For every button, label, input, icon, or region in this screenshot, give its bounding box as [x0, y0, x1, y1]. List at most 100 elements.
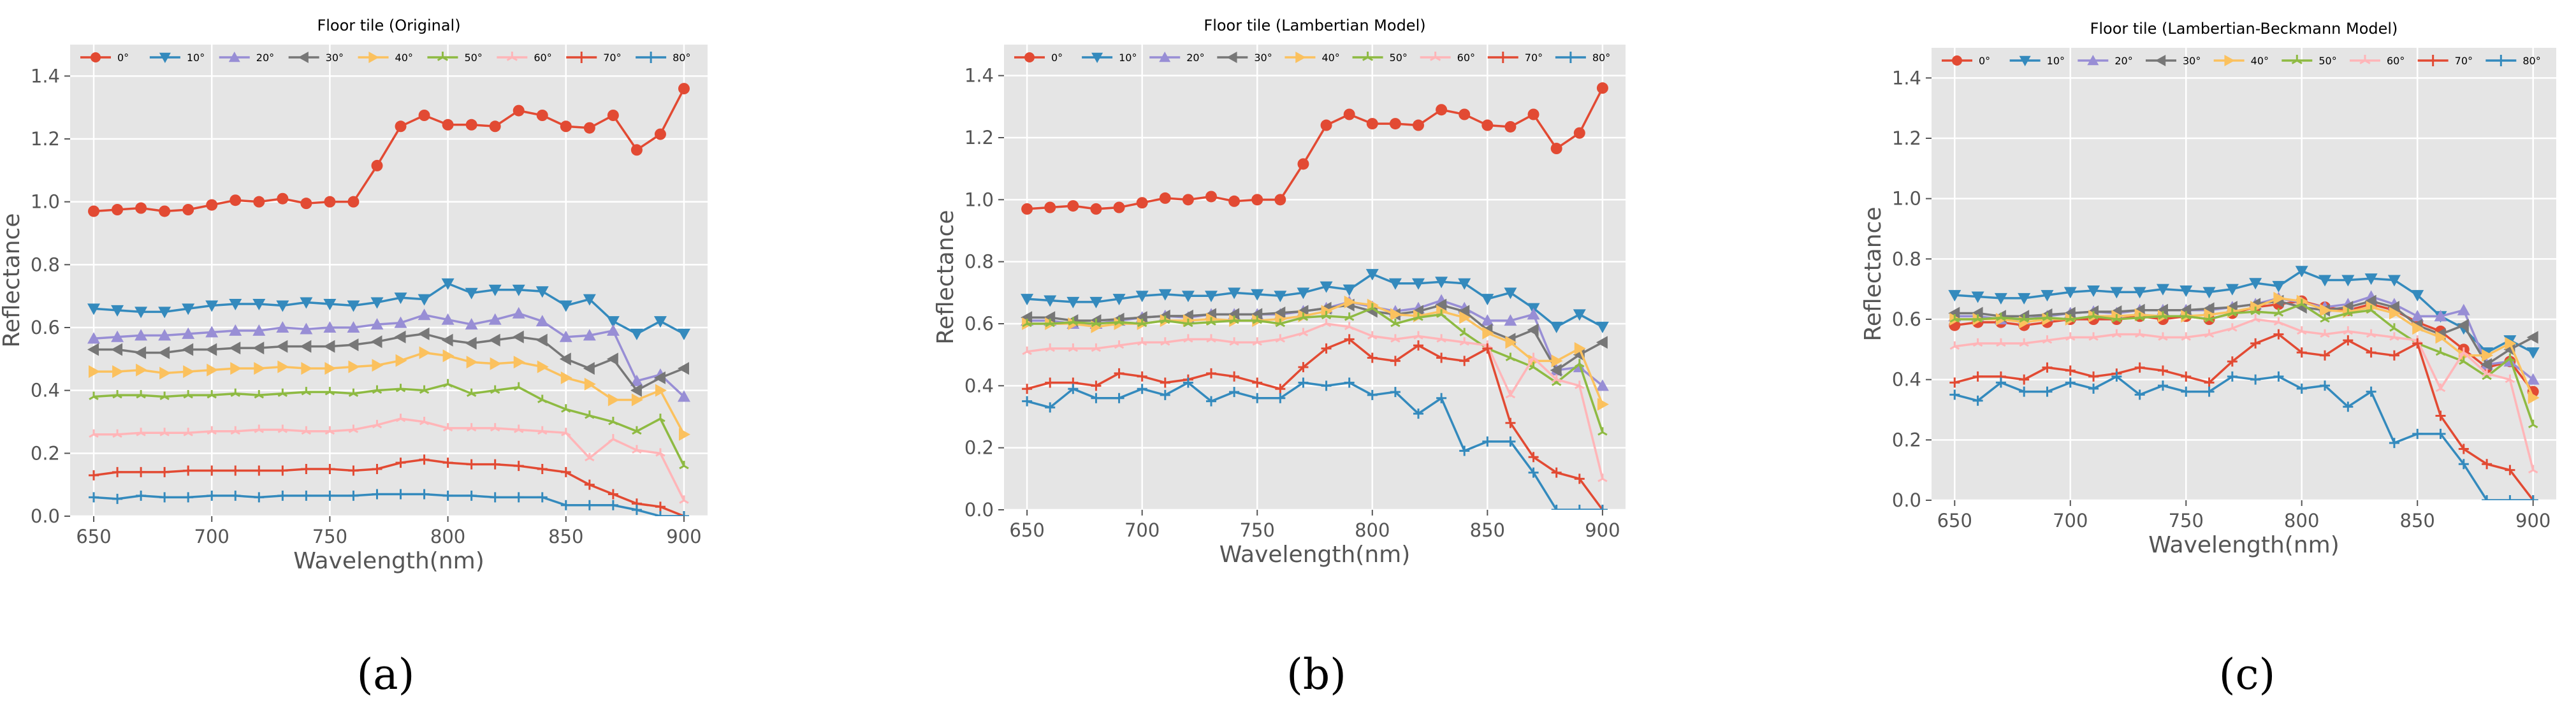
data-point: [2458, 444, 2469, 454]
data-point: [230, 426, 240, 435]
data-point: [2273, 317, 2284, 326]
data-point: [465, 287, 478, 300]
data-point: [2320, 314, 2330, 323]
data-point: [490, 492, 500, 503]
data-point: [89, 391, 99, 400]
data-point: [2019, 338, 2029, 347]
data-point: [1344, 321, 1355, 331]
data-point: [1022, 319, 1032, 328]
data-point: [584, 479, 595, 490]
data-point: [1390, 356, 1401, 366]
data-point: [1365, 305, 1378, 318]
data-point: [488, 313, 502, 325]
data-point: [277, 465, 288, 476]
data-point: [1972, 314, 1983, 323]
data-point: [419, 454, 430, 465]
data-point: [207, 426, 217, 435]
data-point: [229, 324, 242, 336]
data-point: [655, 448, 666, 457]
data-point: [585, 452, 595, 462]
legend-label: 20°: [2114, 55, 2132, 67]
data-point: [1528, 354, 1540, 368]
data-point: [1045, 377, 1056, 388]
data-point: [1367, 352, 1378, 363]
data-point: [2505, 495, 2515, 500]
legend-label: 0°: [1979, 55, 1990, 67]
data-point: [89, 365, 101, 379]
legend-label: 20°: [1186, 52, 1204, 64]
legend-label: 80°: [673, 52, 690, 64]
data-point: [1972, 395, 1983, 406]
data-point: [1390, 308, 1402, 321]
data-point: [606, 316, 620, 328]
legend-marker: [2495, 55, 2507, 66]
data-point: [1505, 417, 1516, 428]
data-point: [466, 490, 477, 501]
data-point: [1252, 315, 1262, 324]
data-point: [1114, 340, 1124, 349]
data-point: [2273, 329, 2284, 340]
data-point: [277, 490, 288, 501]
data-point: [2042, 313, 2054, 326]
x-tick-label: 700: [194, 526, 229, 547]
data-point: [111, 343, 123, 356]
data-point: [2366, 347, 2376, 358]
y-tick-label: 0.0: [964, 499, 994, 521]
data-point: [1504, 287, 1517, 300]
data-point: [1596, 321, 1609, 333]
data-point: [1275, 384, 1286, 394]
data-point: [1527, 108, 1539, 120]
data-point: [1045, 319, 1055, 328]
data-point: [2111, 314, 2122, 323]
data-point: [559, 330, 572, 342]
data-point: [608, 417, 618, 426]
legend-marker: [2155, 55, 2166, 66]
data-point: [1160, 315, 1170, 324]
data-point: [2320, 303, 2332, 317]
data-point: [441, 313, 455, 325]
data-point: [2389, 307, 2401, 320]
data-point: [1158, 289, 1172, 301]
data-point: [1481, 314, 1494, 326]
data-point: [490, 357, 502, 370]
data-point: [466, 356, 478, 369]
data-point: [2297, 299, 2307, 308]
data-point: [395, 384, 406, 393]
y-tick-label: 0.8: [964, 251, 994, 273]
x-tick-label: 650: [76, 526, 111, 547]
y-tick-label: 0.4: [964, 375, 994, 396]
data-point: [2158, 332, 2168, 341]
data-point: [2320, 329, 2330, 338]
y-tick-label: 1.2: [31, 128, 60, 150]
data-point: [254, 492, 265, 503]
legend-marker: [368, 52, 379, 63]
data-point: [2088, 311, 2099, 320]
data-point: [466, 388, 477, 397]
data-point: [559, 352, 571, 366]
data-point: [679, 461, 689, 470]
y-tick-label: 1.2: [964, 127, 994, 148]
data-point: [419, 489, 430, 500]
data-point: [207, 490, 217, 501]
data-point: [2249, 278, 2262, 290]
data-point: [1160, 377, 1170, 388]
data-point: [395, 120, 407, 133]
chart-title: Floor tile (Lambertian Model): [1204, 17, 1425, 34]
x-axis-label: Wavelength(nm): [1219, 542, 1411, 568]
data-point: [490, 459, 500, 470]
data-point: [1367, 389, 1378, 400]
data-point: [2458, 459, 2469, 470]
data-point: [419, 385, 430, 394]
data-point: [2364, 294, 2376, 308]
data-point: [183, 390, 193, 399]
data-point: [630, 384, 642, 397]
data-point: [1206, 317, 1216, 326]
data-point: [1436, 309, 1446, 318]
data-point: [1413, 119, 1424, 131]
data-point: [395, 414, 406, 422]
data-point: [1994, 292, 2007, 305]
data-point: [608, 434, 618, 443]
data-point: [654, 128, 666, 140]
data-point: [2019, 314, 2029, 323]
data-point: [136, 363, 148, 377]
